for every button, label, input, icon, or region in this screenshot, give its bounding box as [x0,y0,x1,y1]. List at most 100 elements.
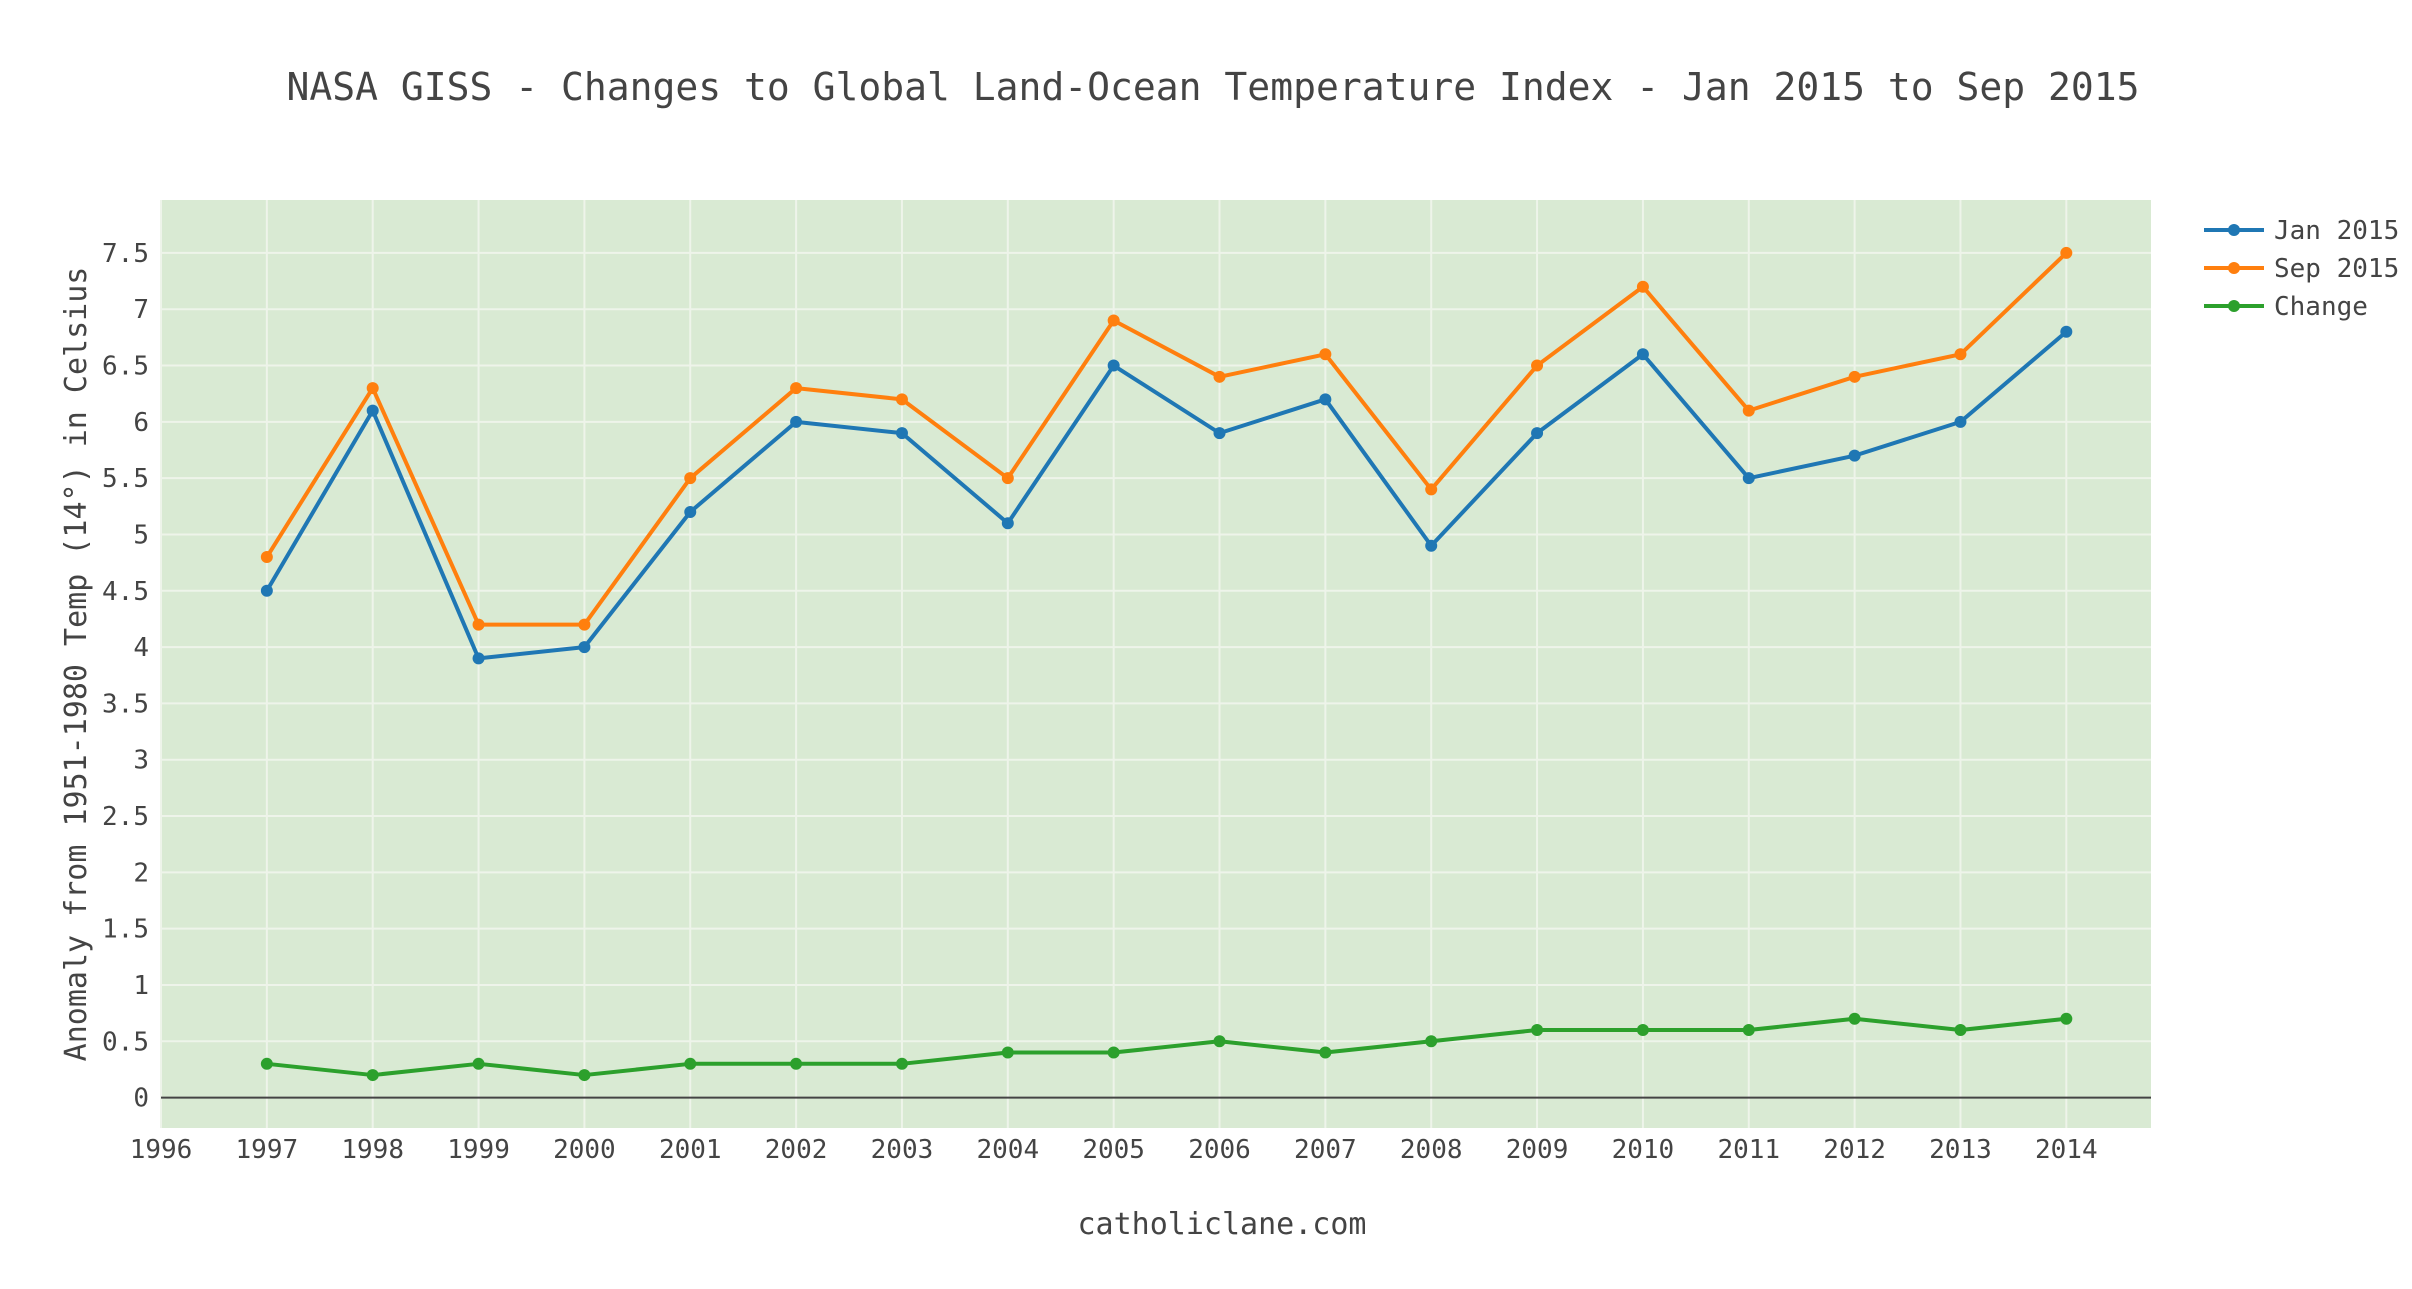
series-change [260,1012,2073,1082]
y-gridlines [161,251,2151,1043]
data-point-jan-2015[interactable] [578,641,591,654]
x-axis-title: catholiclane.com [1078,1207,1367,1242]
x-tick-label: 2012 [1823,1135,1886,1165]
legend-label: Sep 2015 [2274,254,2399,284]
x-tick-label: 2009 [1506,1135,1569,1165]
data-point-jan-2015[interactable] [1107,359,1120,372]
data-point-change[interactable] [1319,1046,1332,1059]
y-tick-label: 6 [133,408,149,438]
data-point-sep-2015[interactable] [1848,370,1861,383]
data-point-jan-2015[interactable] [1636,348,1649,361]
legend-item-sep-2015[interactable]: Sep 2015 [2204,254,2399,284]
y-tick-label: 2.5 [102,802,149,832]
data-point-sep-2015[interactable] [684,472,697,485]
data-point-jan-2015[interactable] [260,584,273,597]
data-point-sep-2015[interactable] [1636,280,1649,293]
x-axis-ticks: 1996 1997 1998 1999 2000 2001 2002 2003 2004 2005… [130,1135,2098,1165]
data-point-change[interactable] [1954,1024,1967,1037]
data-point-change[interactable] [1425,1035,1438,1048]
y-tick-label: 5.5 [102,464,149,494]
data-point-jan-2015[interactable] [1848,449,1861,462]
y-tick-label: 5 [133,520,149,550]
data-point-jan-2015[interactable] [684,505,697,518]
y-tick-label: 1 [133,971,149,1001]
data-point-change[interactable] [1742,1024,1755,1037]
data-point-change[interactable] [578,1069,591,1082]
chart-title: NASA GISS - Changes to Global Land-Ocean… [286,65,2139,109]
y-tick-label: 7 [133,295,149,325]
legend-marker [2228,224,2240,236]
data-point-change[interactable] [895,1057,908,1070]
data-point-sep-2015[interactable] [366,382,379,395]
data-point-jan-2015[interactable] [2060,325,2073,338]
data-point-sep-2015[interactable] [1107,314,1120,327]
x-tick-label: 2014 [2035,1135,2098,1165]
y-tick-label: 6.5 [102,352,149,382]
data-point-change[interactable] [366,1069,379,1082]
series-sep-2015 [260,246,2073,631]
data-point-jan-2015[interactable] [1001,517,1014,530]
x-tick-label: 2010 [1612,1135,1675,1165]
y-tick-label: 3 [133,746,149,776]
data-point-change[interactable] [1531,1024,1544,1037]
data-point-jan-2015[interactable] [1425,539,1438,552]
data-point-change[interactable] [1213,1035,1226,1048]
data-point-change[interactable] [790,1057,803,1070]
legend-label: Change [2274,292,2368,322]
y-axis-title: Anomaly from 1951-1980 Temp (14°) in Cel… [59,267,94,1062]
x-tick-label: 2007 [1294,1135,1357,1165]
x-tick-label: 2002 [765,1135,828,1165]
series-line-change [266,1016,2067,1078]
series-layer [260,246,2073,1082]
y-tick-label: 0 [133,1084,149,1114]
data-point-change[interactable] [684,1057,697,1070]
data-point-change[interactable] [1848,1012,1861,1025]
y-tick-label: 2 [133,858,149,888]
data-point-sep-2015[interactable] [790,382,803,395]
data-point-jan-2015[interactable] [1319,393,1332,406]
data-point-jan-2015[interactable] [472,652,485,665]
data-point-sep-2015[interactable] [1954,348,1967,361]
data-point-sep-2015[interactable] [1742,404,1755,417]
data-point-sep-2015[interactable] [1319,348,1332,361]
data-point-jan-2015[interactable] [1742,472,1755,485]
x-tick-label: 2001 [659,1135,722,1165]
x-tick-label: 1996 [130,1135,193,1165]
legend-item-change[interactable]: Change [2204,292,2368,322]
data-point-jan-2015[interactable] [1213,427,1226,440]
y-tick-label: 1.5 [102,915,149,945]
data-point-change[interactable] [1107,1046,1120,1059]
data-point-sep-2015[interactable] [1001,472,1014,485]
x-tick-label: 2011 [1717,1135,1780,1165]
data-point-sep-2015[interactable] [260,551,273,564]
data-point-sep-2015[interactable] [472,618,485,631]
data-point-change[interactable] [1636,1024,1649,1037]
x-tick-label: 2004 [976,1135,1039,1165]
data-point-jan-2015[interactable] [895,427,908,440]
data-point-jan-2015[interactable] [790,415,803,428]
data-point-jan-2015[interactable] [1954,415,1967,428]
data-point-change[interactable] [1001,1046,1014,1059]
x-tick-label: 2003 [871,1135,934,1165]
legend-item-jan-2015[interactable]: Jan 2015 [2204,216,2399,246]
data-point-sep-2015[interactable] [895,393,908,406]
data-point-change[interactable] [2060,1012,2073,1025]
data-point-sep-2015[interactable] [2060,246,2073,259]
legend: Jan 2015 Sep 2015 Change [2204,216,2399,322]
x-tick-label: 2000 [553,1135,616,1165]
data-point-sep-2015[interactable] [1213,370,1226,383]
y-tick-label: 3.5 [102,689,149,719]
data-point-jan-2015[interactable] [1531,427,1544,440]
data-point-sep-2015[interactable] [578,618,591,631]
data-point-jan-2015[interactable] [366,404,379,417]
data-point-change[interactable] [472,1057,485,1070]
plot-area [161,200,2151,1128]
data-point-change[interactable] [260,1057,273,1070]
data-point-sep-2015[interactable] [1531,359,1544,372]
y-tick-label: 4 [133,633,149,663]
data-point-sep-2015[interactable] [1425,483,1438,496]
x-tick-label: 2008 [1400,1135,1463,1165]
x-tick-label: 2005 [1082,1135,1145,1165]
x-tick-label: 2006 [1188,1135,1251,1165]
